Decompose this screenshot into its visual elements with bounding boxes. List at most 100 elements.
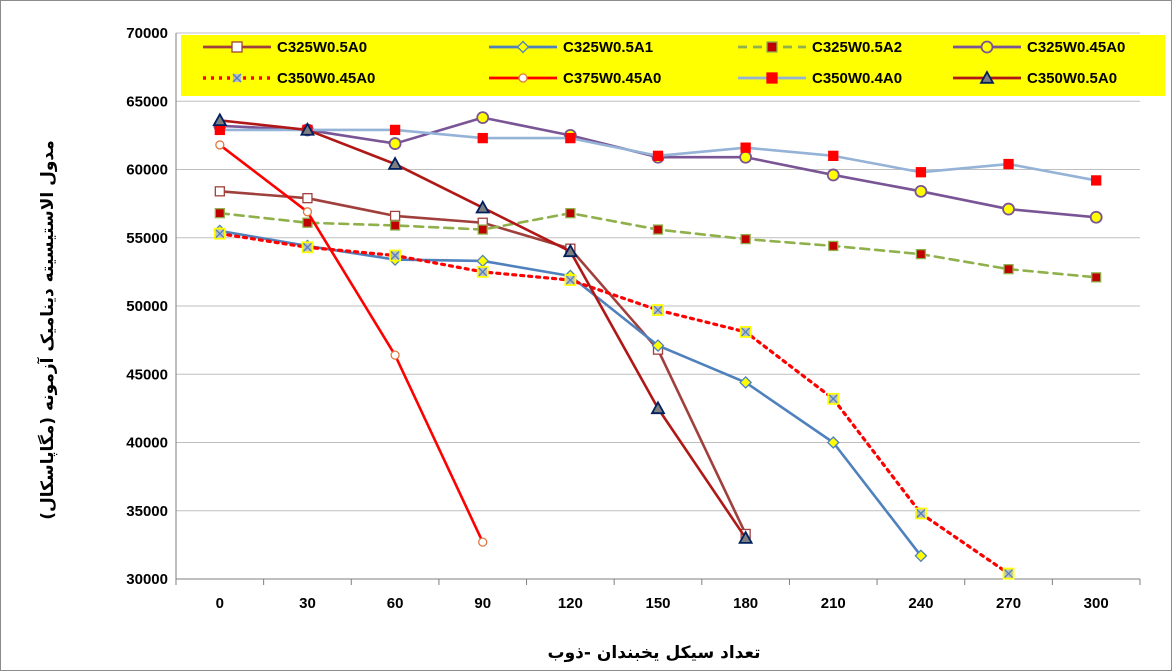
data-point <box>1091 272 1102 283</box>
x-tick-label: 90 <box>474 595 491 612</box>
data-point <box>477 132 488 144</box>
data-point <box>652 224 664 235</box>
data-point <box>914 549 928 563</box>
data-point <box>215 140 225 150</box>
data-point <box>387 156 403 170</box>
data-point <box>652 150 664 162</box>
data-point <box>475 199 491 214</box>
legend-label: C325W0.5A0 <box>277 39 367 56</box>
data-point-cross <box>302 242 312 252</box>
legend-label: C350W0.5A0 <box>1027 70 1117 87</box>
data-point <box>389 210 401 222</box>
y-tick-label: 55000 <box>126 230 168 247</box>
data-point <box>214 208 225 219</box>
data-point <box>389 220 401 231</box>
data-point <box>1002 202 1015 216</box>
data-point <box>388 137 402 150</box>
y-tick-label: 45000 <box>126 366 168 383</box>
data-point <box>390 350 400 360</box>
x-tick-label: 180 <box>733 595 758 612</box>
legend-item: C325W0.5A1 <box>489 39 653 56</box>
data-point <box>915 507 927 520</box>
x-tick-label: 150 <box>645 595 670 612</box>
data-point <box>214 186 225 197</box>
data-point <box>915 248 927 260</box>
series-line <box>218 190 747 536</box>
data-point <box>518 73 528 83</box>
series <box>212 112 754 544</box>
data-point <box>562 243 578 258</box>
data-point <box>302 217 313 228</box>
series-group <box>212 111 1103 580</box>
legend-item: C350W0.4A0 <box>738 70 902 87</box>
data-point-cross <box>741 327 751 337</box>
legend-box <box>181 35 1165 96</box>
x-tick-label: 120 <box>558 595 583 612</box>
data-point <box>389 124 401 136</box>
data-point-cross <box>828 394 838 404</box>
data-point-cross <box>916 509 926 518</box>
legend-item: C325W0.5A2 <box>738 39 902 56</box>
data-point <box>740 233 751 245</box>
data-point <box>980 40 994 54</box>
grid-lines <box>176 32 1140 512</box>
y-tick-label: 35000 <box>126 503 168 520</box>
data-point <box>826 168 840 182</box>
data-point <box>1089 210 1103 224</box>
x-tick-label: 210 <box>821 595 846 612</box>
data-point-cross <box>215 229 225 239</box>
data-point-cross <box>232 73 242 83</box>
series-line <box>218 143 485 544</box>
data-point-cross <box>565 275 575 285</box>
data-point <box>212 112 228 127</box>
legend-item: C350W0.5A0 <box>953 70 1117 87</box>
x-tick-labels: 0 30 60 90 120 150 180 210 240 270 300 <box>216 595 1109 612</box>
legend-item: C325W0.5A0 <box>203 39 367 56</box>
data-point <box>979 70 995 84</box>
series <box>214 208 1102 283</box>
data-point <box>231 41 243 53</box>
data-point <box>301 241 314 254</box>
data-point <box>914 184 928 198</box>
data-point <box>652 304 664 316</box>
y-tick-label: 40000 <box>126 435 168 452</box>
y-tick-label: 70000 <box>126 25 168 42</box>
x-tick-label: 270 <box>996 595 1021 612</box>
data-point <box>915 167 927 178</box>
data-point <box>564 274 577 286</box>
series <box>214 124 1102 186</box>
axes <box>175 33 1141 585</box>
y-axis-title: مدول الاستیسیته دینامیک آزمونه (مگاپاسکا… <box>36 140 58 520</box>
data-point <box>1003 263 1014 275</box>
data-point-cross <box>478 267 488 277</box>
data-point <box>650 400 666 415</box>
x-tick-label: 60 <box>387 595 404 612</box>
y-tick-labels: 30000 35000 40000 45000 50000 55000 60000 65000… <box>126 25 168 588</box>
data-point <box>651 339 665 353</box>
series-line <box>218 211 1098 279</box>
data-point <box>476 111 490 125</box>
y-tick-label: 65000 <box>126 93 168 110</box>
series-line <box>218 232 1011 576</box>
data-point <box>740 142 751 153</box>
legend-label: C325W0.5A2 <box>812 39 902 56</box>
data-point <box>739 376 753 389</box>
legend-label: C350W0.45A0 <box>277 70 375 87</box>
legend-label: C325W0.45A0 <box>1027 39 1125 56</box>
data-point-cross <box>653 305 663 315</box>
y-tick-label: 50000 <box>126 298 168 315</box>
data-point <box>565 208 576 219</box>
series <box>215 140 488 547</box>
legend-label: C325W0.5A1 <box>563 39 653 56</box>
x-tick-label: 0 <box>216 595 224 612</box>
data-point <box>739 326 752 338</box>
data-point <box>766 41 778 53</box>
data-point <box>766 72 778 84</box>
data-point <box>1003 158 1014 170</box>
legend-item: C325W0.45A0 <box>953 39 1125 56</box>
data-point <box>476 265 489 278</box>
data-point <box>389 249 401 262</box>
data-point <box>476 254 490 268</box>
